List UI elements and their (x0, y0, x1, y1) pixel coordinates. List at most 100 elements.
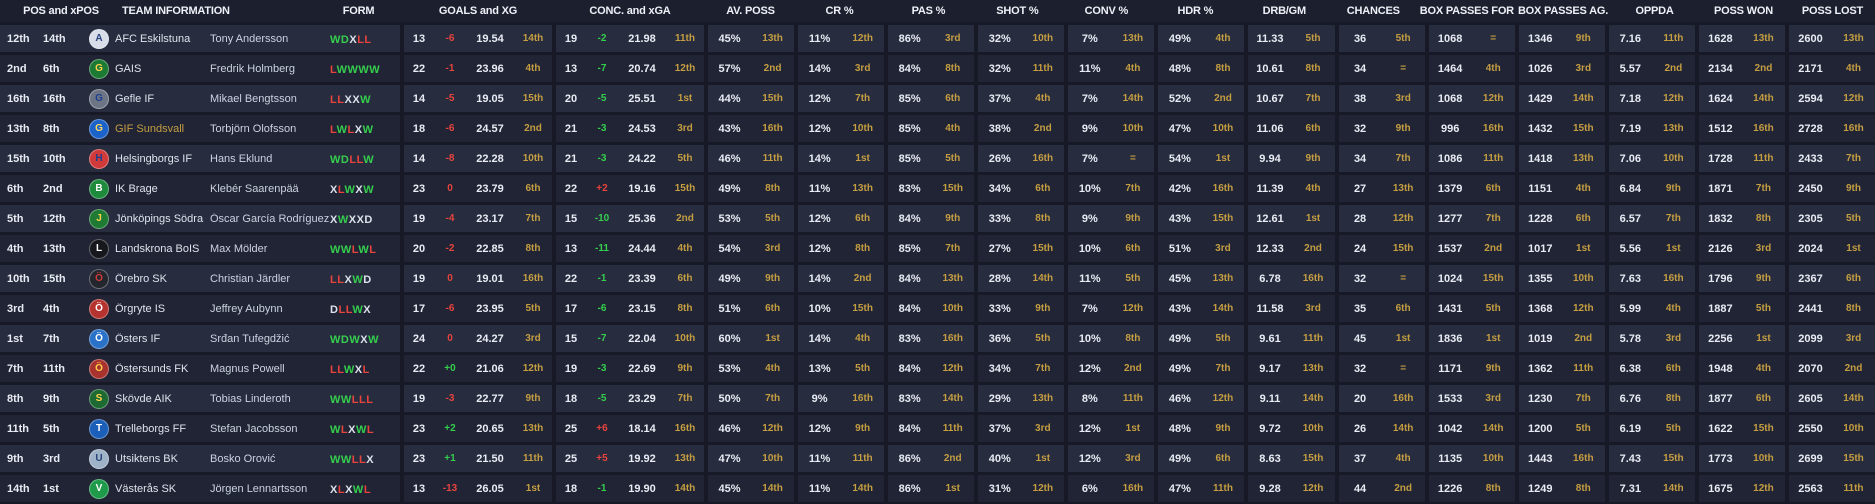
manager-name[interactable]: Srđan Tufegdžić (210, 332, 290, 345)
table-row[interactable]: 11th 5th T Trelleborgs FF Stefan Jacobss… (0, 415, 1875, 442)
poss-lost-rank: 3rd (1845, 333, 1862, 344)
manager-name[interactable]: Óscar García Rodríguez (210, 212, 330, 225)
header-box-passes-for[interactable]: BOX PASSES FOR (1419, 5, 1514, 17)
manager-name[interactable]: Christian Järdler (210, 272, 291, 285)
header-conc-xga[interactable]: CONC. and xGA (589, 5, 671, 17)
drb-gm-group: 11.39 4th (1248, 175, 1335, 202)
goals-xg-group: 23 +2 20.65 13th (404, 415, 552, 442)
team-name[interactable]: Landskrona BoIS (115, 242, 200, 255)
conceded-value: 22 (564, 272, 578, 285)
conc-xga-diff: -1 (597, 483, 607, 494)
manager-name[interactable]: Jeffrey Aubynn (210, 302, 283, 315)
table-row[interactable]: 6th 2nd B IK Brage Klebér Saarenpää XLWX… (0, 175, 1875, 202)
form-letter: W (340, 393, 352, 406)
table-row[interactable]: 7th 11th Ö Östersunds FK Magnus Powell L… (0, 355, 1875, 382)
table-row[interactable]: 14th 1st V Västerås SK Jörgen Lennartsso… (0, 475, 1875, 502)
table-row[interactable]: 15th 10th H Helsingborgs IF Hans Eklund … (0, 145, 1875, 172)
header-pos-xpos[interactable]: POS and xPOS (23, 5, 99, 17)
header-goals-xg[interactable]: GOALS and XG (438, 5, 518, 17)
header-box-passes-ag[interactable]: BOX PASSES AG. (1517, 5, 1609, 17)
team-name[interactable]: Trelleborgs FF (115, 422, 187, 435)
header-conv-pct[interactable]: CONV % (1084, 5, 1129, 17)
header-hdr-pct[interactable]: HDR % (1177, 5, 1214, 17)
pas-pct-group: 85% 4th (888, 115, 975, 142)
team-name[interactable]: Helsingborgs IF (115, 152, 193, 165)
manager-name[interactable]: Tobias Linderoth (210, 392, 291, 405)
manager-name[interactable]: Max Mölder (210, 242, 268, 255)
pas-pct-value: 84% (898, 272, 921, 285)
drb-gm-value: 10.67 (1256, 92, 1284, 105)
cr-pct-group: 11% 13th (798, 175, 885, 202)
team-name[interactable]: Utsiktens BK (115, 452, 178, 465)
cr-pct-group: 12% 9th (798, 415, 885, 442)
av-poss-value: 43% (718, 122, 741, 135)
manager-name[interactable]: Klebér Saarenpää (210, 182, 299, 195)
chances-rank: 7th (1395, 153, 1411, 164)
form-letters: LLWXL (330, 360, 400, 378)
poss-lost-rank: 15th (1843, 453, 1864, 464)
table-row[interactable]: 3rd 4th Ö Örgryte IS Jeffrey Aubynn DLLW… (0, 295, 1875, 322)
team-name[interactable]: Skövde AIK (115, 392, 172, 405)
pas-pct-group: 83% 15th (888, 175, 975, 202)
manager-name[interactable]: Tony Andersson (210, 32, 289, 45)
form-letter: L (357, 33, 365, 46)
table-row[interactable]: 13th 8th G GIF Sundsvall Torbjörn Olofss… (0, 115, 1875, 142)
table-row[interactable]: 8th 9th S Skövde AIK Tobias Linderoth WW… (0, 385, 1875, 412)
team-name[interactable]: Östers IF (115, 332, 161, 345)
team-name[interactable]: Jönköpings Södra (115, 212, 204, 225)
header-poss-won[interactable]: POSS WON (1714, 5, 1773, 17)
team-name[interactable]: Östersunds FK (115, 362, 189, 375)
box-passes-ag-value: 1249 (1527, 482, 1553, 495)
manager-name[interactable]: Magnus Powell (210, 362, 285, 375)
header-av-poss[interactable]: AV. POSS (726, 5, 775, 17)
table-row[interactable]: 9th 3rd U Utsiktens BK Bosko Orović WWLL… (0, 445, 1875, 472)
header-chances[interactable]: CHANCES (1346, 5, 1400, 17)
team-name[interactable]: Gefle IF (115, 92, 155, 105)
box-passes-for-group: 1379 6th (1428, 175, 1515, 202)
header-shot-pct[interactable]: SHOT % (996, 5, 1039, 17)
manager-name[interactable]: Hans Eklund (210, 152, 273, 165)
manager-name[interactable]: Jörgen Lennartsson (210, 482, 308, 495)
table-row[interactable]: 2nd 6th G GAIS Fredrik Holmberg LWWWW 22… (0, 55, 1875, 82)
manager-name[interactable]: Fredrik Holmberg (210, 62, 295, 75)
table-row[interactable]: 4th 13th L Landskrona BoIS Max Mölder WW… (0, 235, 1875, 262)
goals-value: 17 (412, 302, 426, 315)
hdr-pct-group: 45% 13th (1158, 265, 1245, 292)
team-name[interactable]: GIF Sundsvall (115, 122, 185, 135)
header-cr-pct[interactable]: CR % (825, 5, 854, 17)
form-letter: X (348, 423, 356, 436)
table-row[interactable]: 12th 14th A AFC Eskilstuna Tony Andersso… (0, 25, 1875, 52)
header-oppda[interactable]: OPPDA (1635, 5, 1674, 17)
manager-name[interactable]: Mikael Bengtsson (210, 92, 297, 105)
team-name[interactable]: GAIS (115, 62, 142, 75)
form-letters: XWXXD (330, 210, 400, 228)
team-name[interactable]: Västerås SK (115, 482, 177, 495)
team-name[interactable]: Örebro SK (115, 272, 167, 285)
manager-name[interactable]: Torbjörn Olofsson (210, 122, 297, 135)
shot-pct-rank: 3rd (1035, 423, 1051, 434)
table-row[interactable]: 5th 12th J Jönköpings Södra Óscar García… (0, 205, 1875, 232)
conv-pct-value: 7% (1081, 32, 1098, 45)
position-value: 14th (7, 482, 30, 495)
box-passes-ag-group: 1362 11th (1518, 355, 1605, 382)
box-passes-ag-value: 1368 (1527, 302, 1553, 315)
manager-name[interactable]: Stefan Jacobsson (210, 422, 298, 435)
poss-lost-rank: 13th (1843, 33, 1864, 44)
table-row[interactable]: 10th 15th Ö Örebro SK Christian Järdler … (0, 265, 1875, 292)
header-team-information[interactable]: TEAM INFORMATION (122, 5, 230, 17)
table-row[interactable]: 16th 16th G Gefle IF Mikael Bengtsson LL… (0, 85, 1875, 112)
header-drb-gm[interactable]: DRB/GM (1262, 5, 1307, 17)
team-name[interactable]: AFC Eskilstuna (115, 32, 191, 45)
team-name[interactable]: IK Brage (115, 182, 158, 195)
poss-lost-value: 2367 (1798, 272, 1823, 285)
conc-xga-group: 22 -1 23.39 6th (556, 265, 704, 292)
team-name[interactable]: Örgryte IS (115, 302, 166, 315)
av-poss-value: 50% (718, 392, 741, 405)
pas-pct-rank: 7th (945, 243, 961, 254)
table-row[interactable]: 1st 7th Ö Östers IF Srđan Tufegdžić WDWX… (0, 325, 1875, 352)
box-passes-for-group: 1431 5th (1428, 295, 1515, 322)
manager-name[interactable]: Bosko Orović (210, 452, 276, 465)
header-pas-pct[interactable]: PAS % (911, 5, 946, 17)
header-poss-lost[interactable]: POSS LOST (1801, 5, 1864, 17)
header-form[interactable]: FORM (342, 5, 375, 17)
